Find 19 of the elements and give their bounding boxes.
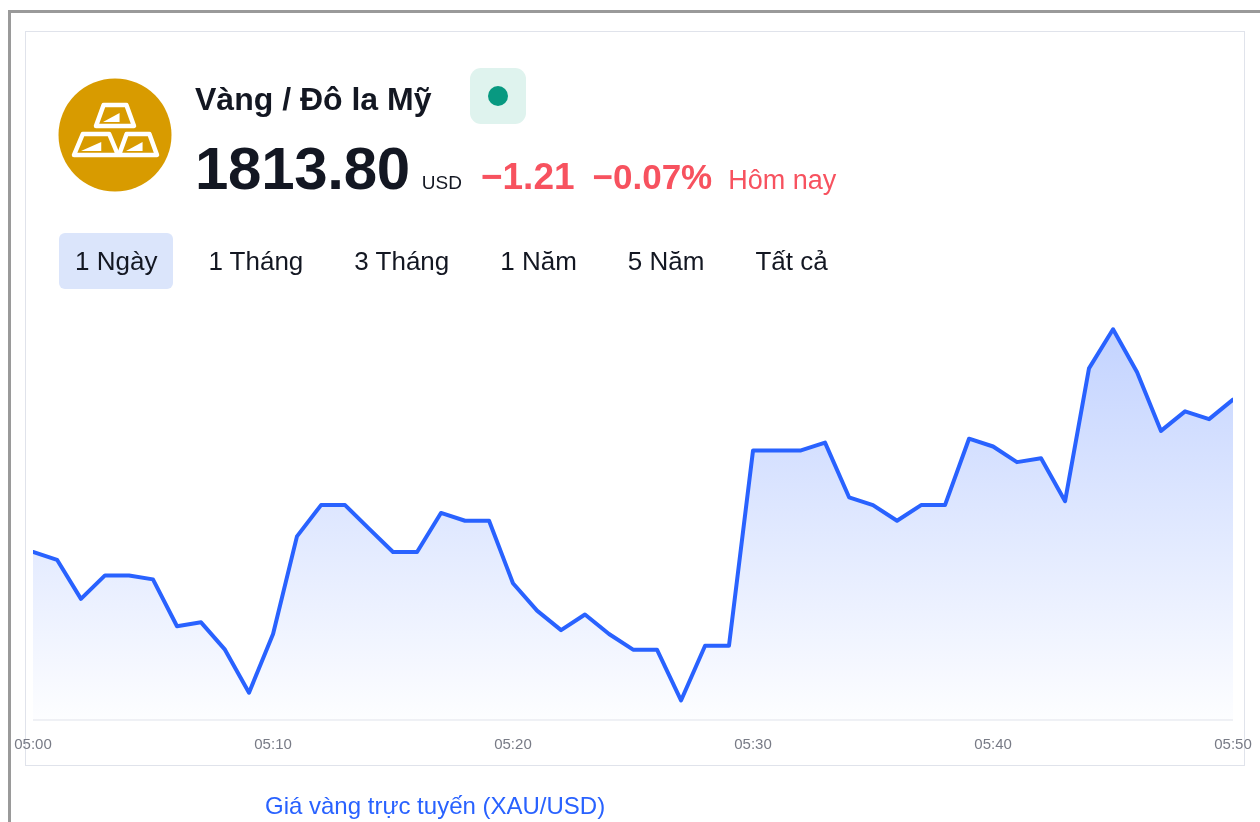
- text: USD: [421, 172, 462, 193]
- x-tick-label: 05:50: [1214, 734, 1252, 752]
- text: 5 Năm: [627, 246, 705, 276]
- x-tick-label: 05:00: [14, 734, 52, 752]
- text: −0.07%: [592, 157, 713, 196]
- text: 1 Năm: [500, 246, 577, 276]
- text: 1 Ngày: [75, 246, 158, 276]
- x-tick-label: 05:30: [734, 734, 772, 752]
- x-tick-label: 05:20: [494, 734, 532, 752]
- text: Tất cả: [755, 246, 828, 276]
- text: 3 Tháng: [354, 246, 450, 276]
- text: Hôm nay: [728, 165, 837, 195]
- text: 1813.80: [195, 135, 410, 202]
- chart-title: Vàng / Đô la Mỹ: [195, 81, 432, 117]
- text: Giá vàng trực tuyến (XAU/USD): [265, 792, 606, 819]
- x-tick-label: 05:40: [974, 734, 1012, 752]
- text: −1.21: [480, 156, 575, 197]
- x-tick-label: 05:10: [254, 734, 292, 752]
- text: 1 Tháng: [208, 246, 304, 276]
